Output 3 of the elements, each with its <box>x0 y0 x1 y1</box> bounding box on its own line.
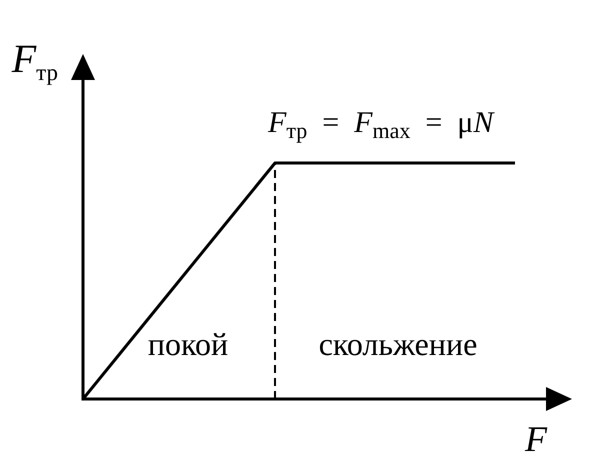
x-axis-title: F <box>524 419 548 458</box>
annotation: покой <box>148 326 228 362</box>
annotation: скольжение <box>318 326 478 362</box>
